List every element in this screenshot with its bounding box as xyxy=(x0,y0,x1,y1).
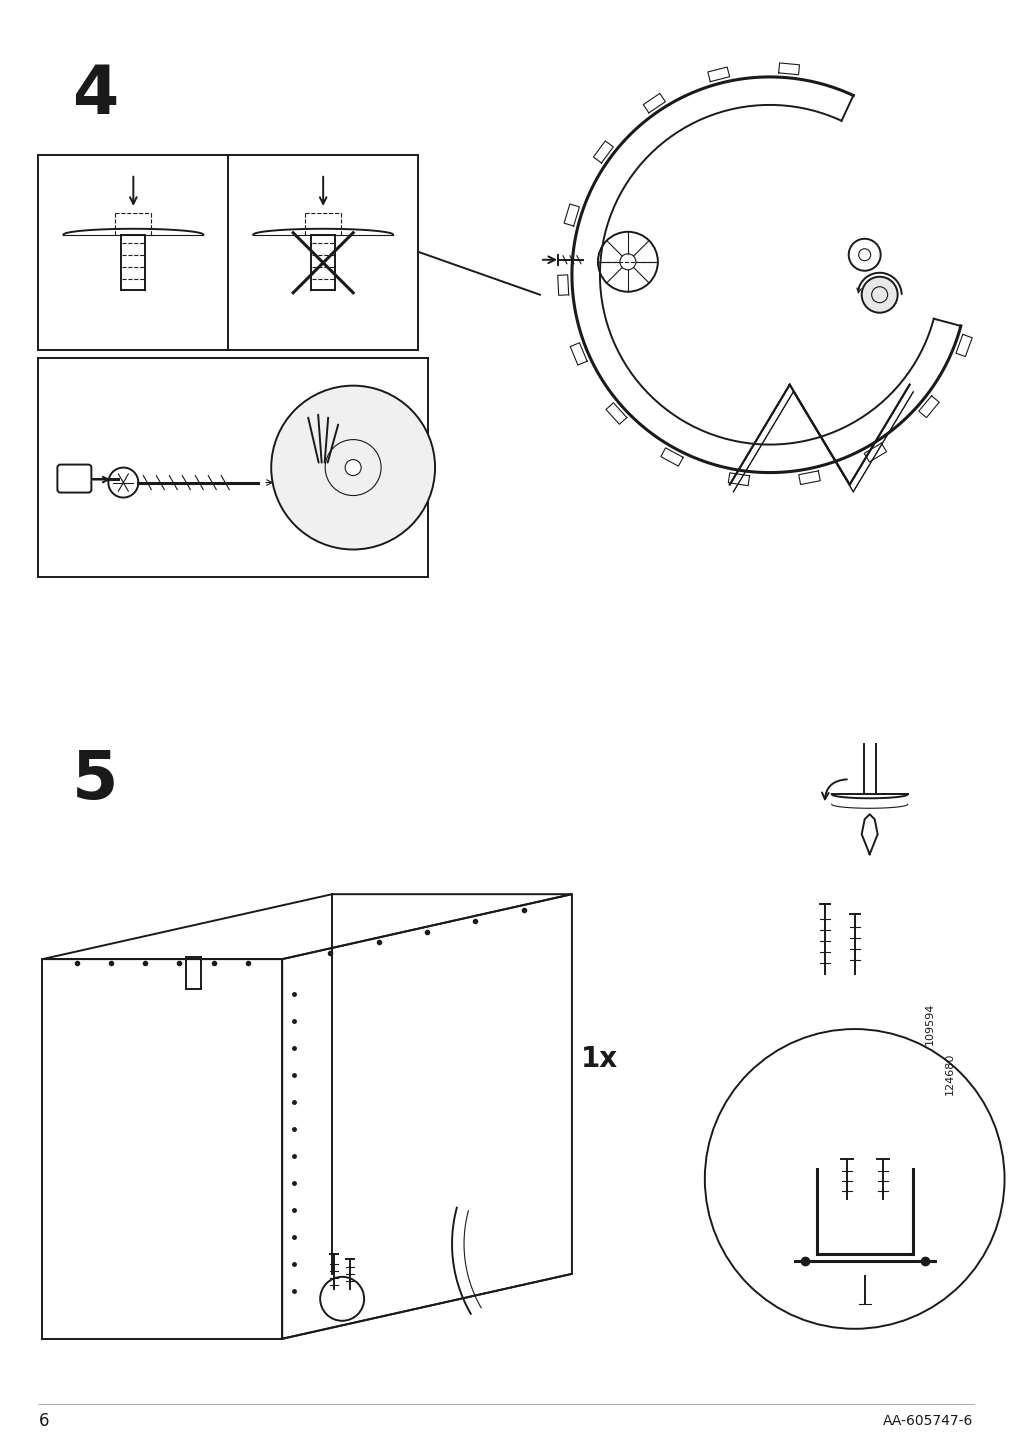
Text: 6: 6 xyxy=(38,1412,49,1429)
Text: 5: 5 xyxy=(72,748,118,813)
FancyBboxPatch shape xyxy=(58,464,91,493)
Circle shape xyxy=(345,460,361,475)
Text: 4: 4 xyxy=(72,62,118,127)
Bar xyxy=(38,358,428,577)
Bar xyxy=(38,155,418,349)
Circle shape xyxy=(271,385,435,550)
Text: 124680: 124680 xyxy=(943,1053,953,1095)
Text: AA-605747-6: AA-605747-6 xyxy=(883,1413,973,1428)
Text: 1x: 1x xyxy=(580,1045,618,1073)
Text: 109594: 109594 xyxy=(924,1002,934,1045)
Circle shape xyxy=(860,276,897,312)
